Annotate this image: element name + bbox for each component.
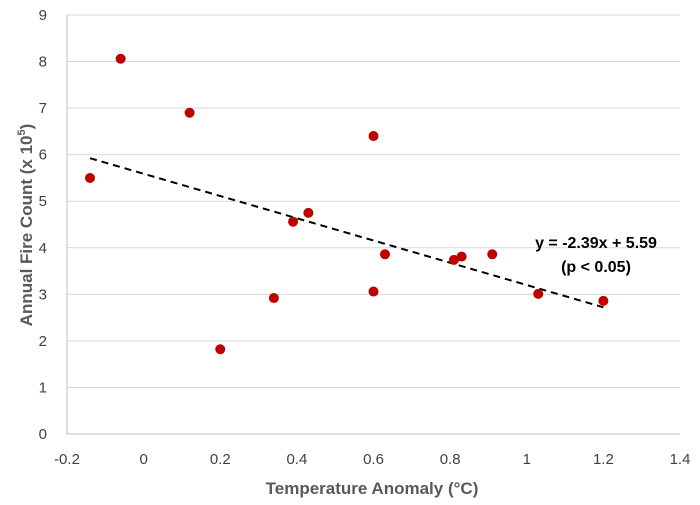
data-point-5 — [268, 293, 279, 304]
y-tick-label: 2 — [39, 333, 47, 350]
y-tick-label: 3 — [39, 286, 47, 303]
y-tick-label: 8 — [39, 54, 47, 71]
data-point-14 — [533, 288, 544, 299]
x-tick-label: 0 — [139, 451, 147, 468]
data-point-2 — [115, 53, 126, 64]
y-axis-title-exponent: 5 — [16, 129, 28, 135]
data-point-6 — [288, 216, 299, 227]
y-axis-title-close: ) — [17, 124, 36, 130]
p-value-annotation: (p < 0.05) — [561, 259, 631, 276]
y-axis-title-main: Annual Fire Count (x 10 — [17, 136, 36, 327]
x-tick-label: -0.2 — [54, 451, 80, 468]
data-point-9 — [368, 286, 379, 297]
data-point-12 — [456, 251, 467, 262]
y-tick-label: 1 — [39, 379, 47, 396]
data-point-1 — [84, 172, 95, 183]
x-axis-title: Temperature Anomaly (°C) — [266, 479, 479, 498]
x-tick-label: 1 — [523, 451, 531, 468]
trendline — [89, 157, 604, 309]
data-point-10 — [379, 249, 390, 260]
axes — [66, 15, 680, 435]
data-point-3 — [184, 107, 195, 118]
x-tick-label: 0.2 — [210, 451, 231, 468]
x-tick-label: 0.4 — [286, 451, 307, 468]
y-tick-label: 6 — [39, 147, 47, 164]
x-tick-label: 0.8 — [440, 451, 461, 468]
data-point-4 — [215, 344, 226, 355]
x-tick-label: 1.4 — [670, 451, 691, 468]
y-tick-label: 7 — [39, 100, 47, 117]
data-point-8 — [368, 131, 379, 142]
x-tick-label: 1.2 — [593, 451, 614, 468]
data-points — [84, 53, 609, 355]
y-tick-label: 4 — [39, 240, 47, 257]
y-tick-label: 5 — [39, 193, 47, 210]
data-point-13 — [487, 249, 498, 260]
gridlines — [67, 14, 680, 388]
trendline-equation: y = -2.39x + 5.59 — [535, 235, 657, 252]
data-point-15 — [598, 295, 609, 306]
x-tick-label: 0.6 — [363, 451, 384, 468]
y-axis-title: Annual Fire Count (x 105) — [16, 124, 36, 327]
data-point-7 — [303, 207, 314, 218]
data-point-11 — [448, 254, 459, 265]
y-tick-labels: 0 1 2 3 4 5 6 7 8 9 — [39, 7, 47, 443]
y-tick-label: 0 — [39, 426, 47, 443]
x-tick-labels: -0.2 0 0.2 0.4 0.6 0.8 1 1.2 1.4 — [54, 451, 690, 468]
y-tick-label: 9 — [39, 7, 47, 24]
